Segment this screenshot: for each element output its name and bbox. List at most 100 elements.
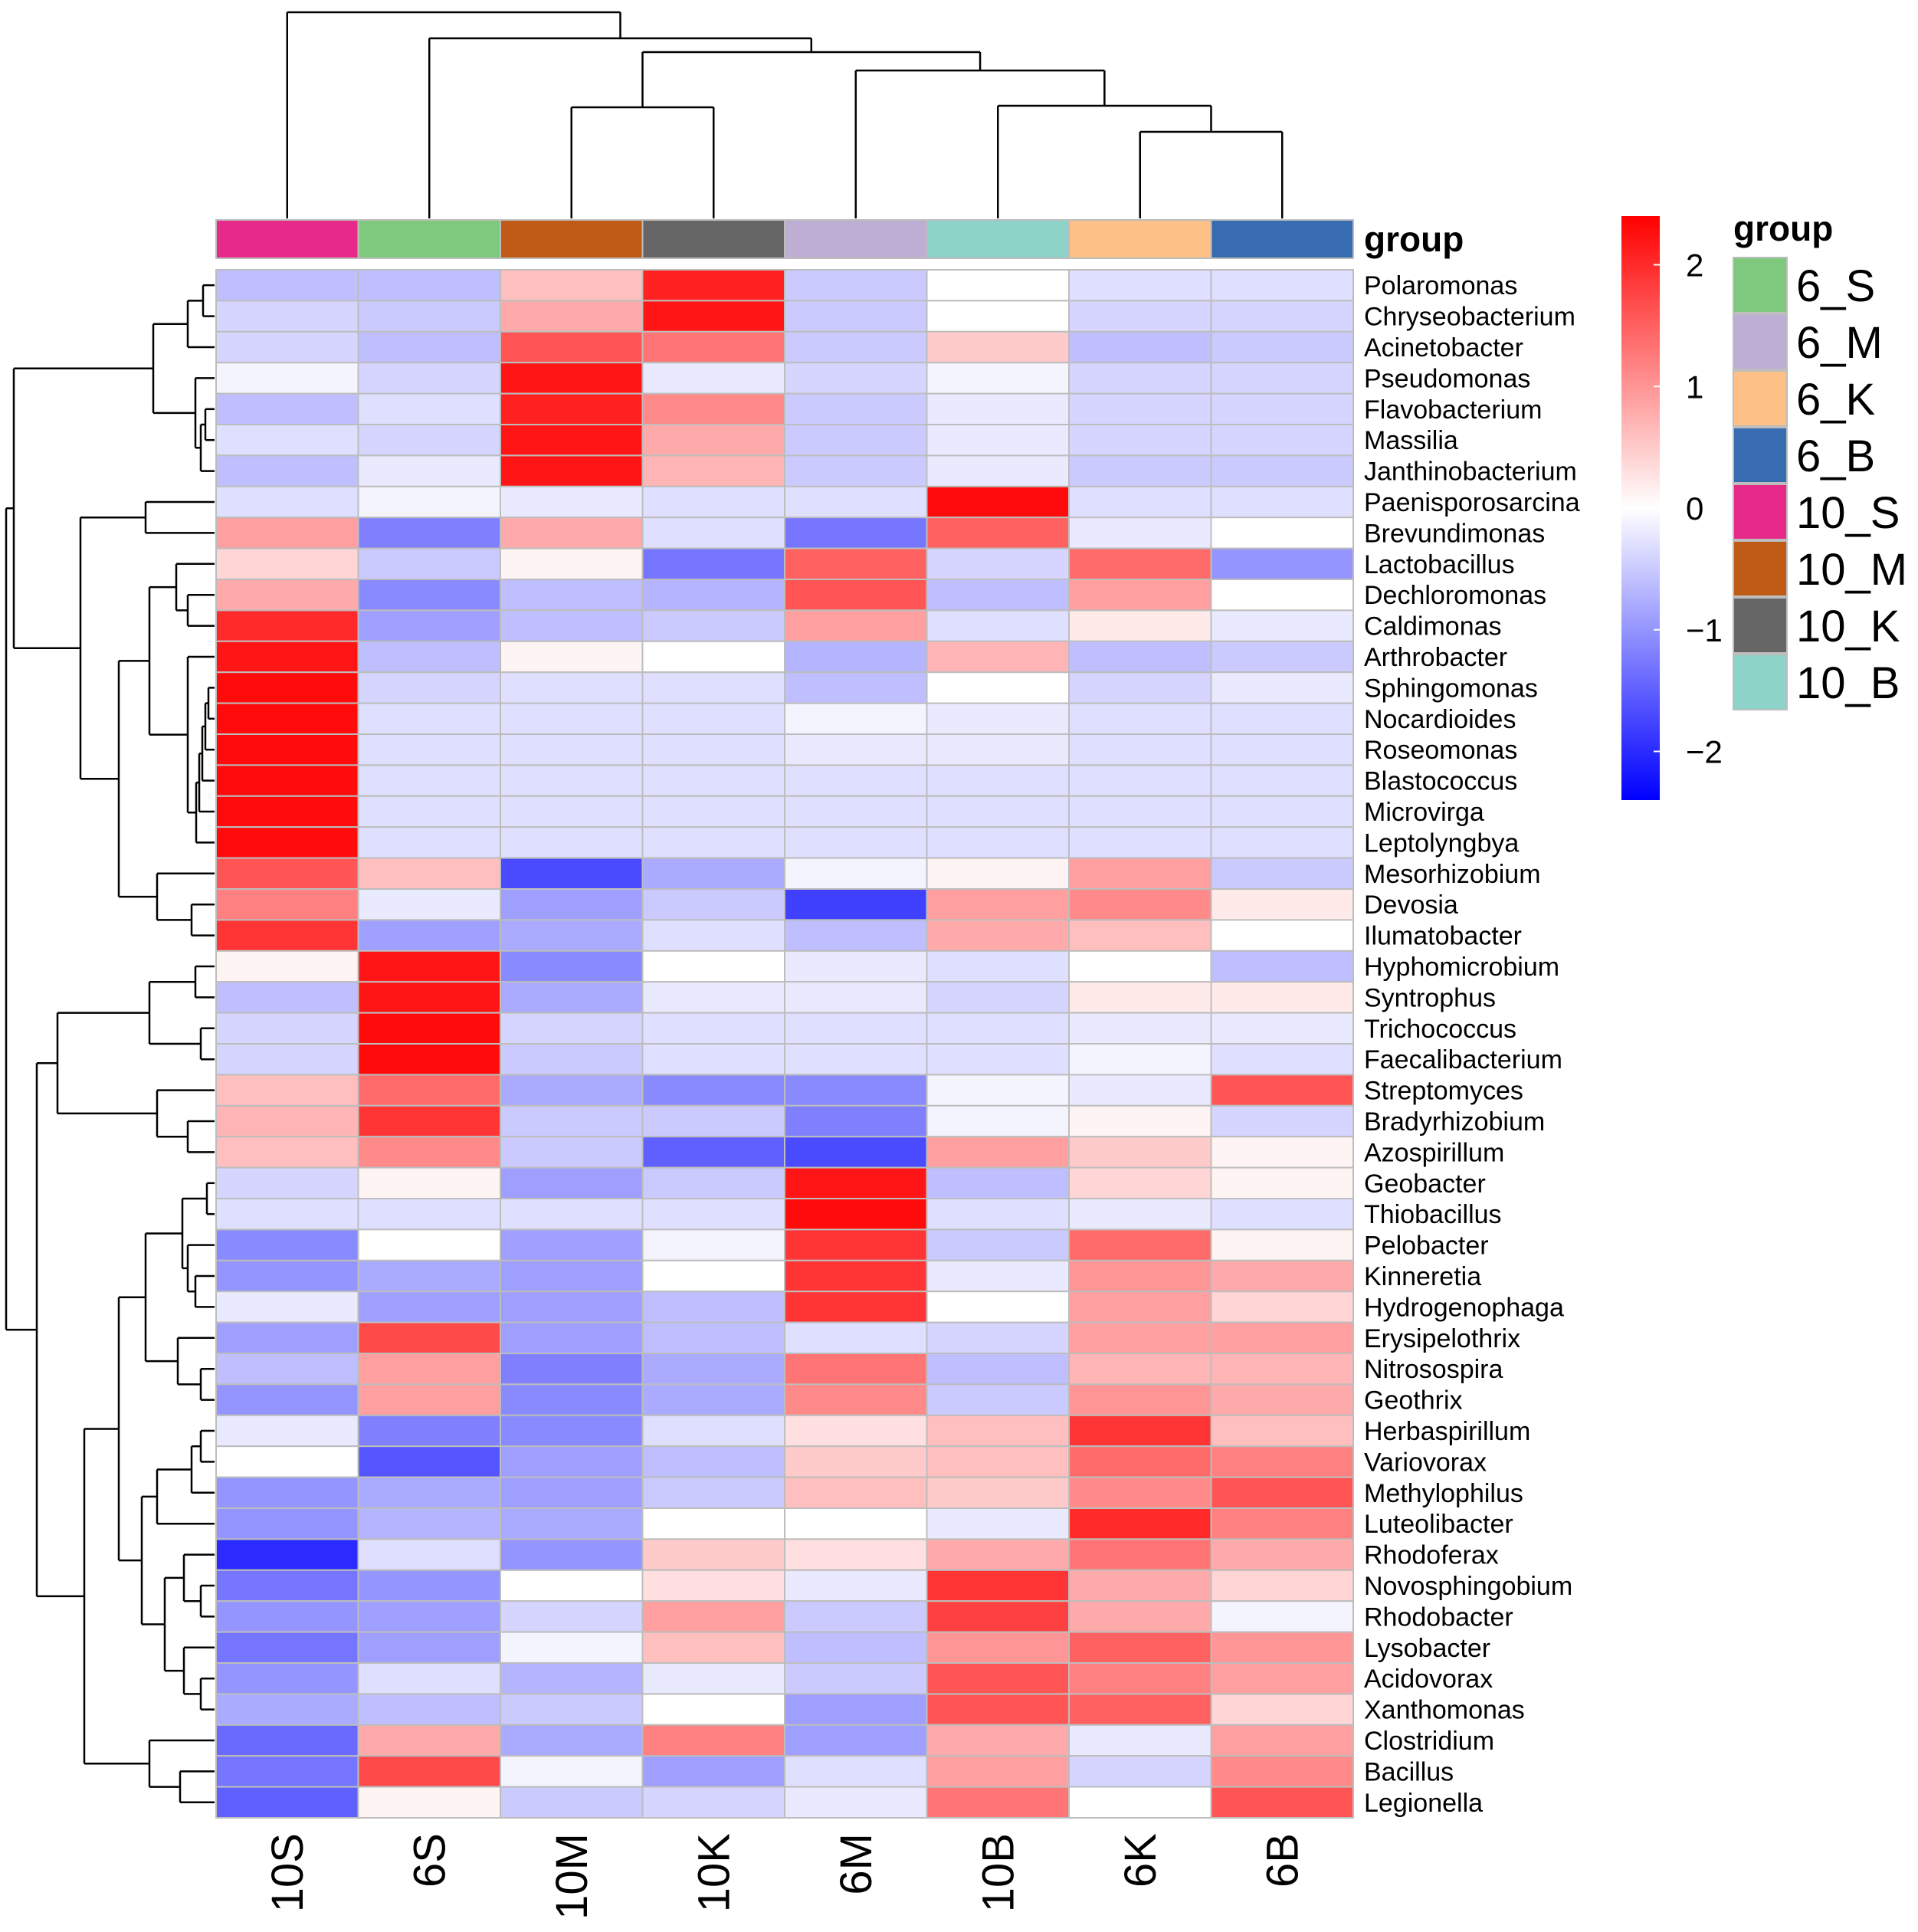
- heatmap-cell: [641, 1136, 785, 1169]
- heatmap-cell: [500, 764, 644, 797]
- heatmap-cell: [1210, 454, 1354, 487]
- heatmap-cell: [1210, 300, 1354, 333]
- heatmap-cell: [357, 857, 501, 890]
- legend-swatch: [1733, 257, 1788, 313]
- heatmap-cell: [215, 1786, 359, 1819]
- heatmap-cell: [215, 392, 359, 425]
- heatmap-cell: [357, 609, 501, 642]
- heatmap-cell: [784, 795, 928, 828]
- heatmap-cell: [784, 919, 928, 952]
- heatmap-cell: [926, 981, 1070, 1014]
- heatmap-cell: [926, 1043, 1070, 1076]
- scale-tick-label: 2: [1686, 248, 1703, 284]
- heatmap-cell: [784, 392, 928, 425]
- heatmap-cell: [357, 1600, 501, 1633]
- heatmap-cell: [1068, 362, 1212, 395]
- heatmap-cell: [641, 424, 785, 457]
- row-labels: Polaromonas ChryseobacteriumAcinetobacter…: [1364, 271, 1580, 1818]
- group-legend: 6_S 6_M 6_K 6_B 10_S 10_M 10_K 10_B: [1733, 257, 1907, 710]
- heatmap-cell: [357, 424, 501, 457]
- row-label: Lysobacter: [1364, 1634, 1490, 1663]
- heatmap-cell: [1068, 579, 1212, 612]
- heatmap-cell: [784, 269, 928, 302]
- heatmap-cell: [1210, 1228, 1354, 1261]
- row-label: Dechloromonas: [1364, 581, 1546, 610]
- heatmap-cell: [1068, 1445, 1212, 1478]
- heatmap-cell: [926, 1600, 1070, 1633]
- heatmap-cell: [926, 1476, 1070, 1509]
- row-label: Hyphomicrobium: [1364, 953, 1559, 982]
- heatmap-cell: [1068, 702, 1212, 735]
- row-label: Microvirga: [1364, 798, 1484, 827]
- row-label: Nitrosospira: [1364, 1355, 1503, 1384]
- heatmap-cell: [784, 1538, 928, 1571]
- legend-swatch: [1733, 654, 1788, 710]
- heatmap-cell: [784, 826, 928, 859]
- heatmap-cell: [357, 1012, 501, 1045]
- heatmap-cell: [1068, 300, 1212, 333]
- heatmap-cell: [215, 1445, 359, 1478]
- row-label: Roseomonas: [1364, 736, 1517, 765]
- heatmap-cell: [215, 424, 359, 457]
- heatmap-cell: [500, 269, 644, 302]
- heatmap-cell: [500, 1538, 644, 1571]
- heatmap-cell: [215, 1383, 359, 1416]
- row-label: Ilumatobacter: [1364, 922, 1522, 951]
- heatmap-cell: [1068, 547, 1212, 580]
- heatmap-cell: [1210, 269, 1354, 302]
- heatmap-cell: [215, 826, 359, 859]
- heatmap-cell: [641, 1353, 785, 1386]
- heatmap-cell: [1210, 1538, 1354, 1571]
- heatmap-cell: [926, 547, 1070, 580]
- heatmap-cell: [641, 330, 785, 364]
- legend-label: 10_K: [1796, 602, 1900, 651]
- heatmap-cell: [926, 1321, 1070, 1354]
- heatmap-cell: [784, 1631, 928, 1665]
- heatmap-cell: [1210, 517, 1354, 549]
- heatmap-cell: [215, 362, 359, 395]
- heatmap-cell: [641, 1321, 785, 1354]
- legend-swatch: [1733, 313, 1788, 370]
- heatmap-cell: [1210, 826, 1354, 859]
- heatmap-cell: [1210, 1383, 1354, 1416]
- heatmap-cell: [215, 671, 359, 704]
- heatmap-cell: [784, 330, 928, 364]
- heatmap-cell: [357, 1414, 501, 1448]
- group-annotation-bar: [215, 219, 1354, 259]
- heatmap-cell: [1068, 919, 1212, 952]
- row-label: Trichococcus: [1364, 1015, 1516, 1044]
- heatmap-cell: [784, 671, 928, 704]
- heatmap-cell: [784, 1569, 928, 1602]
- heatmap-cell: [1210, 424, 1354, 457]
- heatmap-cell: [641, 1228, 785, 1261]
- heatmap-cell: [641, 857, 785, 890]
- heatmap-cell: [926, 1786, 1070, 1819]
- heatmap-cell: [215, 485, 359, 519]
- heatmap-cell: [641, 764, 785, 797]
- heatmap-cell: [641, 1786, 785, 1819]
- heatmap-cell: [500, 733, 644, 766]
- annotation-cell: [215, 219, 359, 259]
- heatmap-cell: [215, 1136, 359, 1169]
- heatmap-cell: [926, 888, 1070, 921]
- heatmap-cell: [357, 640, 501, 674]
- heatmap-cell: [1210, 1321, 1354, 1354]
- heatmap-cell: [1210, 1074, 1354, 1107]
- heatmap-cell: [784, 454, 928, 487]
- heatmap-cell: [784, 579, 928, 612]
- annotation-title: group: [1364, 219, 1464, 259]
- heatmap-cell: [500, 671, 644, 704]
- heatmap-cell: [1068, 330, 1212, 364]
- heatmap-cell: [1210, 1259, 1354, 1293]
- heatmap-cell: [357, 1291, 501, 1324]
- heatmap-cell: [215, 454, 359, 487]
- heatmap-cell: [215, 300, 359, 333]
- annotation-cell: [926, 219, 1070, 259]
- row-label: Bradyrhizobium: [1364, 1107, 1545, 1137]
- heatmap-cell: [500, 919, 644, 952]
- heatmap-cell: [500, 1600, 644, 1633]
- heatmap-cell: [500, 424, 644, 457]
- heatmap-cell: [1210, 1353, 1354, 1386]
- annotation-cell: [1210, 219, 1354, 259]
- heatmap-cell: [641, 640, 785, 674]
